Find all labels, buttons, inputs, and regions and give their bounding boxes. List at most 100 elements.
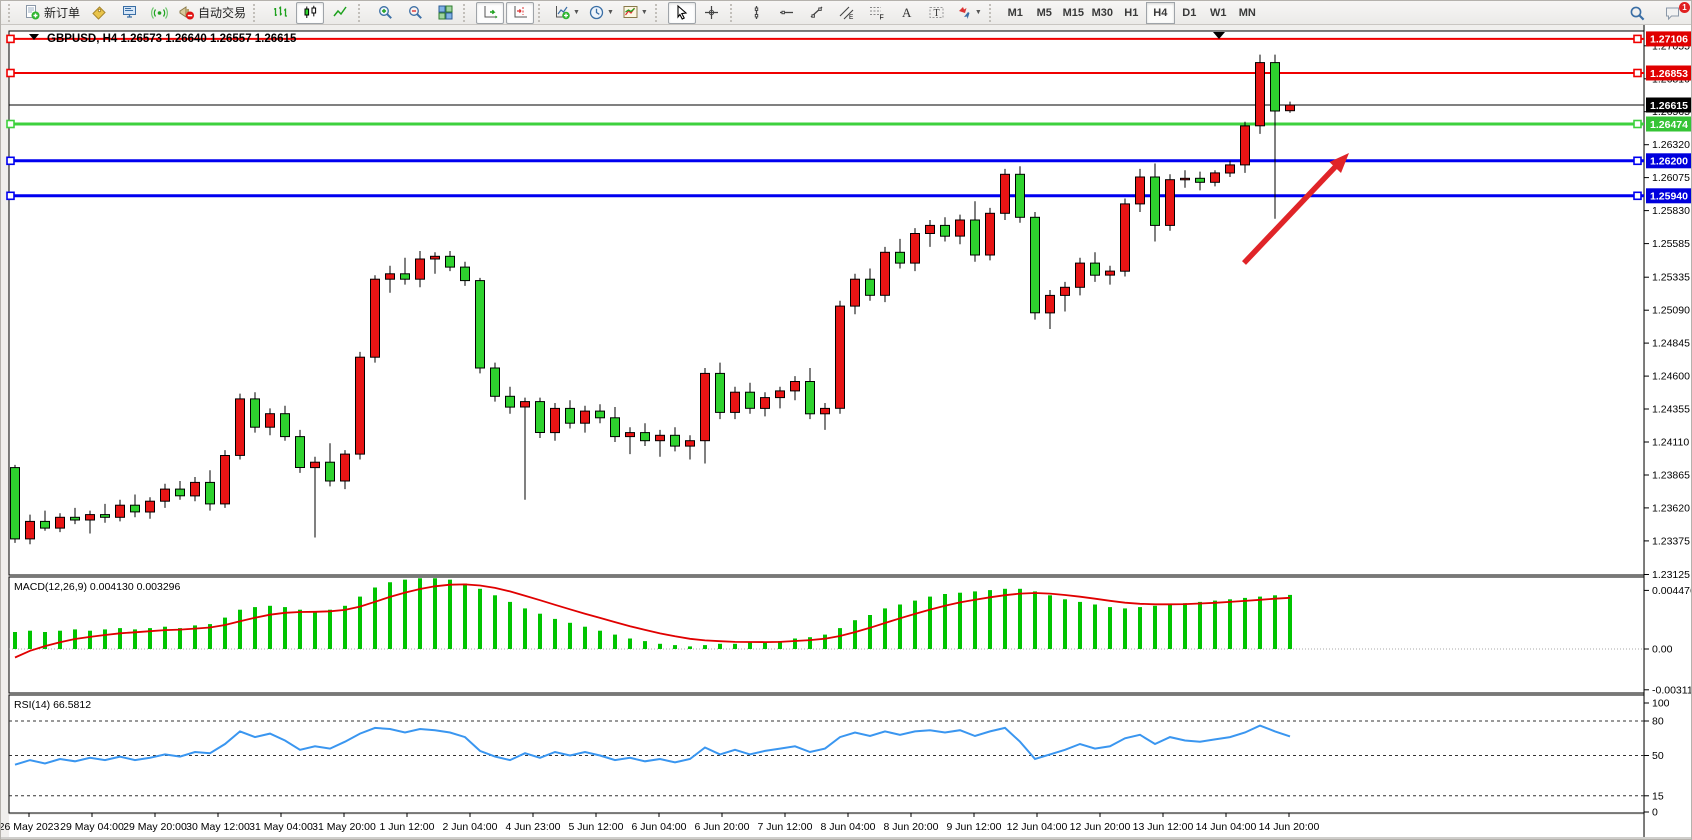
svg-text:1.26853: 1.26853: [1650, 68, 1688, 80]
svg-text:1.25090: 1.25090: [1652, 305, 1690, 317]
hline-handle-right[interactable]: [1633, 68, 1642, 78]
auto-scroll-button[interactable]: [476, 1, 505, 24]
svg-text:0.004476: 0.004476: [1652, 585, 1692, 597]
timeframe-button-d1[interactable]: D1: [1182, 6, 1197, 19]
data-window-button[interactable]: [115, 2, 143, 24]
arrows-button[interactable]: ▼: [953, 2, 985, 24]
toolbar-separator: [253, 3, 262, 22]
rsi-axis-labels: 100 80 50 15 0: [1644, 698, 1670, 819]
rsi-level-lines: [9, 720, 1644, 797]
svg-text:1.23865: 1.23865: [1652, 470, 1690, 482]
vertical-line-button[interactable]: [743, 2, 771, 24]
periods-button[interactable]: ▼: [585, 2, 617, 24]
chevron-down-icon: ▼: [640, 9, 648, 16]
timeframe-button-w1[interactable]: W1: [1210, 6, 1227, 19]
svg-text:0: 0: [1652, 807, 1658, 819]
symbol-dropdown-icon: [29, 34, 39, 40]
hline-handle-right[interactable]: [1633, 156, 1642, 166]
zoom-in-button[interactable]: [371, 2, 399, 24]
time-axis[interactable]: [9, 815, 1644, 837]
chart-shift-marker-icon[interactable]: [1213, 32, 1225, 39]
svg-text:15: 15: [1652, 790, 1664, 802]
line-chart-button[interactable]: [326, 2, 354, 24]
timeframe-button-m1[interactable]: M1: [1007, 6, 1023, 19]
timeframe-button-m5[interactable]: M5: [1036, 6, 1052, 19]
horizontal-line-button[interactable]: [773, 2, 801, 24]
svg-text:29 May 20:00: 29 May 20:00: [123, 821, 187, 833]
toolbar-separator: [358, 3, 367, 22]
svg-text:1.24355: 1.24355: [1652, 404, 1690, 416]
text-label-button[interactable]: T: [923, 2, 951, 24]
notifications-button[interactable]: 1: [1658, 2, 1690, 24]
timeframe-button-m15[interactable]: M15: [1062, 6, 1084, 19]
trendline-button[interactable]: [803, 2, 831, 24]
toolbar-separator: [729, 3, 739, 22]
new-order-button-label: 新订单: [44, 6, 81, 20]
toolbar-separator: [988, 3, 998, 22]
chart-canvas[interactable]: 1.270551.268101.265651.263201.260751.258…: [1, 25, 1692, 840]
trend-arrow-annotation[interactable]: [1242, 153, 1349, 265]
svg-text:1.26615: 1.26615: [1650, 100, 1688, 112]
indicators-button[interactable]: ▼: [551, 2, 583, 24]
rsi-label: RSI(14) 66.5812: [14, 699, 91, 711]
svg-text:1.25940: 1.25940: [1650, 191, 1688, 203]
svg-text:A: A: [902, 5, 912, 20]
hline-handle-left[interactable]: [6, 119, 15, 129]
svg-text:5 Jun 12:00: 5 Jun 12:00: [569, 821, 624, 833]
svg-text:1.26200: 1.26200: [1650, 156, 1688, 168]
svg-text:9 Jun 12:00: 9 Jun 12:00: [947, 821, 1002, 833]
text-button[interactable]: A: [893, 2, 921, 24]
cursor-button[interactable]: [667, 1, 696, 24]
svg-text:1.26075: 1.26075: [1652, 172, 1690, 184]
timeframe-button-m30[interactable]: M30: [1091, 6, 1113, 19]
timeframe-button-h1[interactable]: H1: [1124, 6, 1139, 19]
fibonacci-button[interactable]: F: [863, 2, 891, 24]
search-button[interactable]: [1623, 2, 1651, 24]
macd-signal-line: [14, 583, 1291, 659]
svg-text:1.24110: 1.24110: [1652, 437, 1689, 449]
svg-text:100: 100: [1652, 698, 1670, 710]
zoom-out-button[interactable]: [401, 2, 429, 24]
svg-text:F: F: [880, 15, 884, 22]
signals-button[interactable]: [145, 2, 173, 24]
hline-handle-left[interactable]: [6, 34, 15, 44]
candlestick-chart-button[interactable]: [296, 1, 325, 24]
svg-text:1.23125: 1.23125: [1652, 569, 1690, 581]
templates-button[interactable]: ▼: [619, 2, 651, 24]
hline-handle-right[interactable]: [1633, 191, 1642, 201]
chevron-down-icon: ▼: [573, 9, 580, 16]
candlesticks: [10, 54, 1295, 545]
svg-text:E: E: [849, 14, 854, 21]
svg-text:1.25335: 1.25335: [1652, 272, 1690, 284]
new-order-button[interactable]: 新订单: [21, 2, 83, 24]
svg-text:30 May 12:00: 30 May 12:00: [186, 821, 250, 833]
autotrading-button[interactable]: 自动交易: [175, 2, 249, 24]
svg-text:1.24845: 1.24845: [1652, 338, 1690, 350]
svg-text:12 Jun 04:00: 12 Jun 04:00: [1007, 821, 1068, 833]
timeframe-button-mn[interactable]: MN: [1238, 6, 1256, 19]
macd-histogram: [13, 578, 1292, 649]
svg-text:1.23375: 1.23375: [1652, 535, 1690, 547]
main-plot-area[interactable]: [8, 30, 1645, 576]
svg-text:31 May 20:00: 31 May 20:00: [312, 821, 376, 833]
hline-handle-left[interactable]: [6, 156, 15, 166]
chart-profile-button[interactable]: [85, 2, 113, 24]
hline-handle-left[interactable]: [6, 191, 15, 201]
crosshair-button[interactable]: [698, 2, 726, 24]
tile-windows-button[interactable]: [431, 2, 459, 24]
chart-window[interactable]: 1.270551.268101.265651.263201.260751.258…: [1, 25, 1692, 840]
svg-text:1.24600: 1.24600: [1652, 371, 1690, 383]
rsi-panel[interactable]: [8, 694, 1645, 814]
chevron-down-icon: ▼: [974, 9, 982, 16]
hline-handle-left[interactable]: [6, 68, 15, 78]
bar-chart-button[interactable]: [266, 2, 294, 24]
horizontal-price-lines[interactable]: [6, 34, 1644, 201]
equidistant-channel-button[interactable]: E: [833, 2, 861, 24]
hline-handle-right[interactable]: [1633, 34, 1642, 44]
timeframe-button-h4[interactable]: H4: [1145, 1, 1175, 24]
svg-text:50: 50: [1652, 750, 1664, 762]
hline-handle-right[interactable]: [1633, 119, 1642, 129]
toolbar-separator: [538, 3, 547, 22]
svg-text:1.26474: 1.26474: [1650, 119, 1688, 131]
chart-shift-button[interactable]: [506, 1, 535, 24]
